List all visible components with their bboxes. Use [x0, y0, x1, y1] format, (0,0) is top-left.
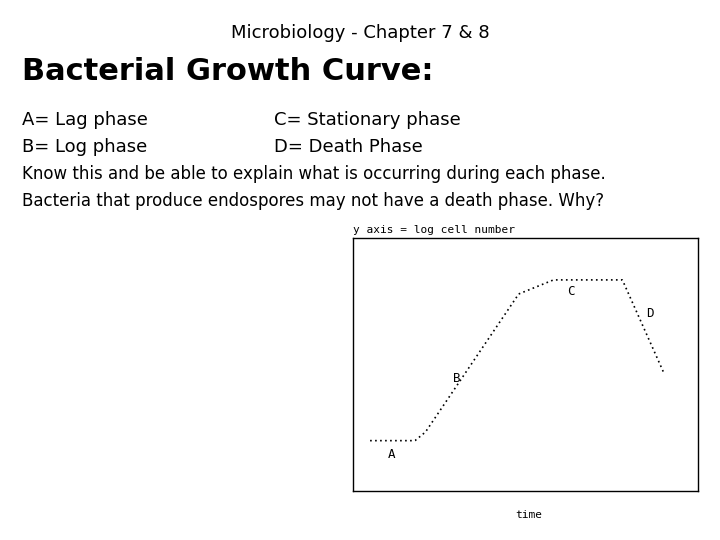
Text: Microbiology - Chapter 7 & 8: Microbiology - Chapter 7 & 8: [230, 24, 490, 42]
Text: Bacteria that produce endospores may not have a death phase. Why?: Bacteria that produce endospores may not…: [22, 192, 604, 210]
Text: A: A: [387, 448, 395, 461]
Text: y axis = log cell number: y axis = log cell number: [353, 225, 515, 235]
Text: D= Death Phase: D= Death Phase: [274, 138, 423, 156]
Text: C= Stationary phase: C= Stationary phase: [274, 111, 460, 129]
Text: Bacterial Growth Curve:: Bacterial Growth Curve:: [22, 57, 433, 86]
Text: C: C: [567, 285, 575, 298]
Text: A= Lag phase: A= Lag phase: [22, 111, 148, 129]
Text: time: time: [516, 510, 543, 521]
Text: Know this and be able to explain what is occurring during each phase.: Know this and be able to explain what is…: [22, 165, 606, 183]
Text: B: B: [453, 372, 461, 385]
Text: B= Log phase: B= Log phase: [22, 138, 147, 156]
Text: D: D: [647, 307, 654, 320]
